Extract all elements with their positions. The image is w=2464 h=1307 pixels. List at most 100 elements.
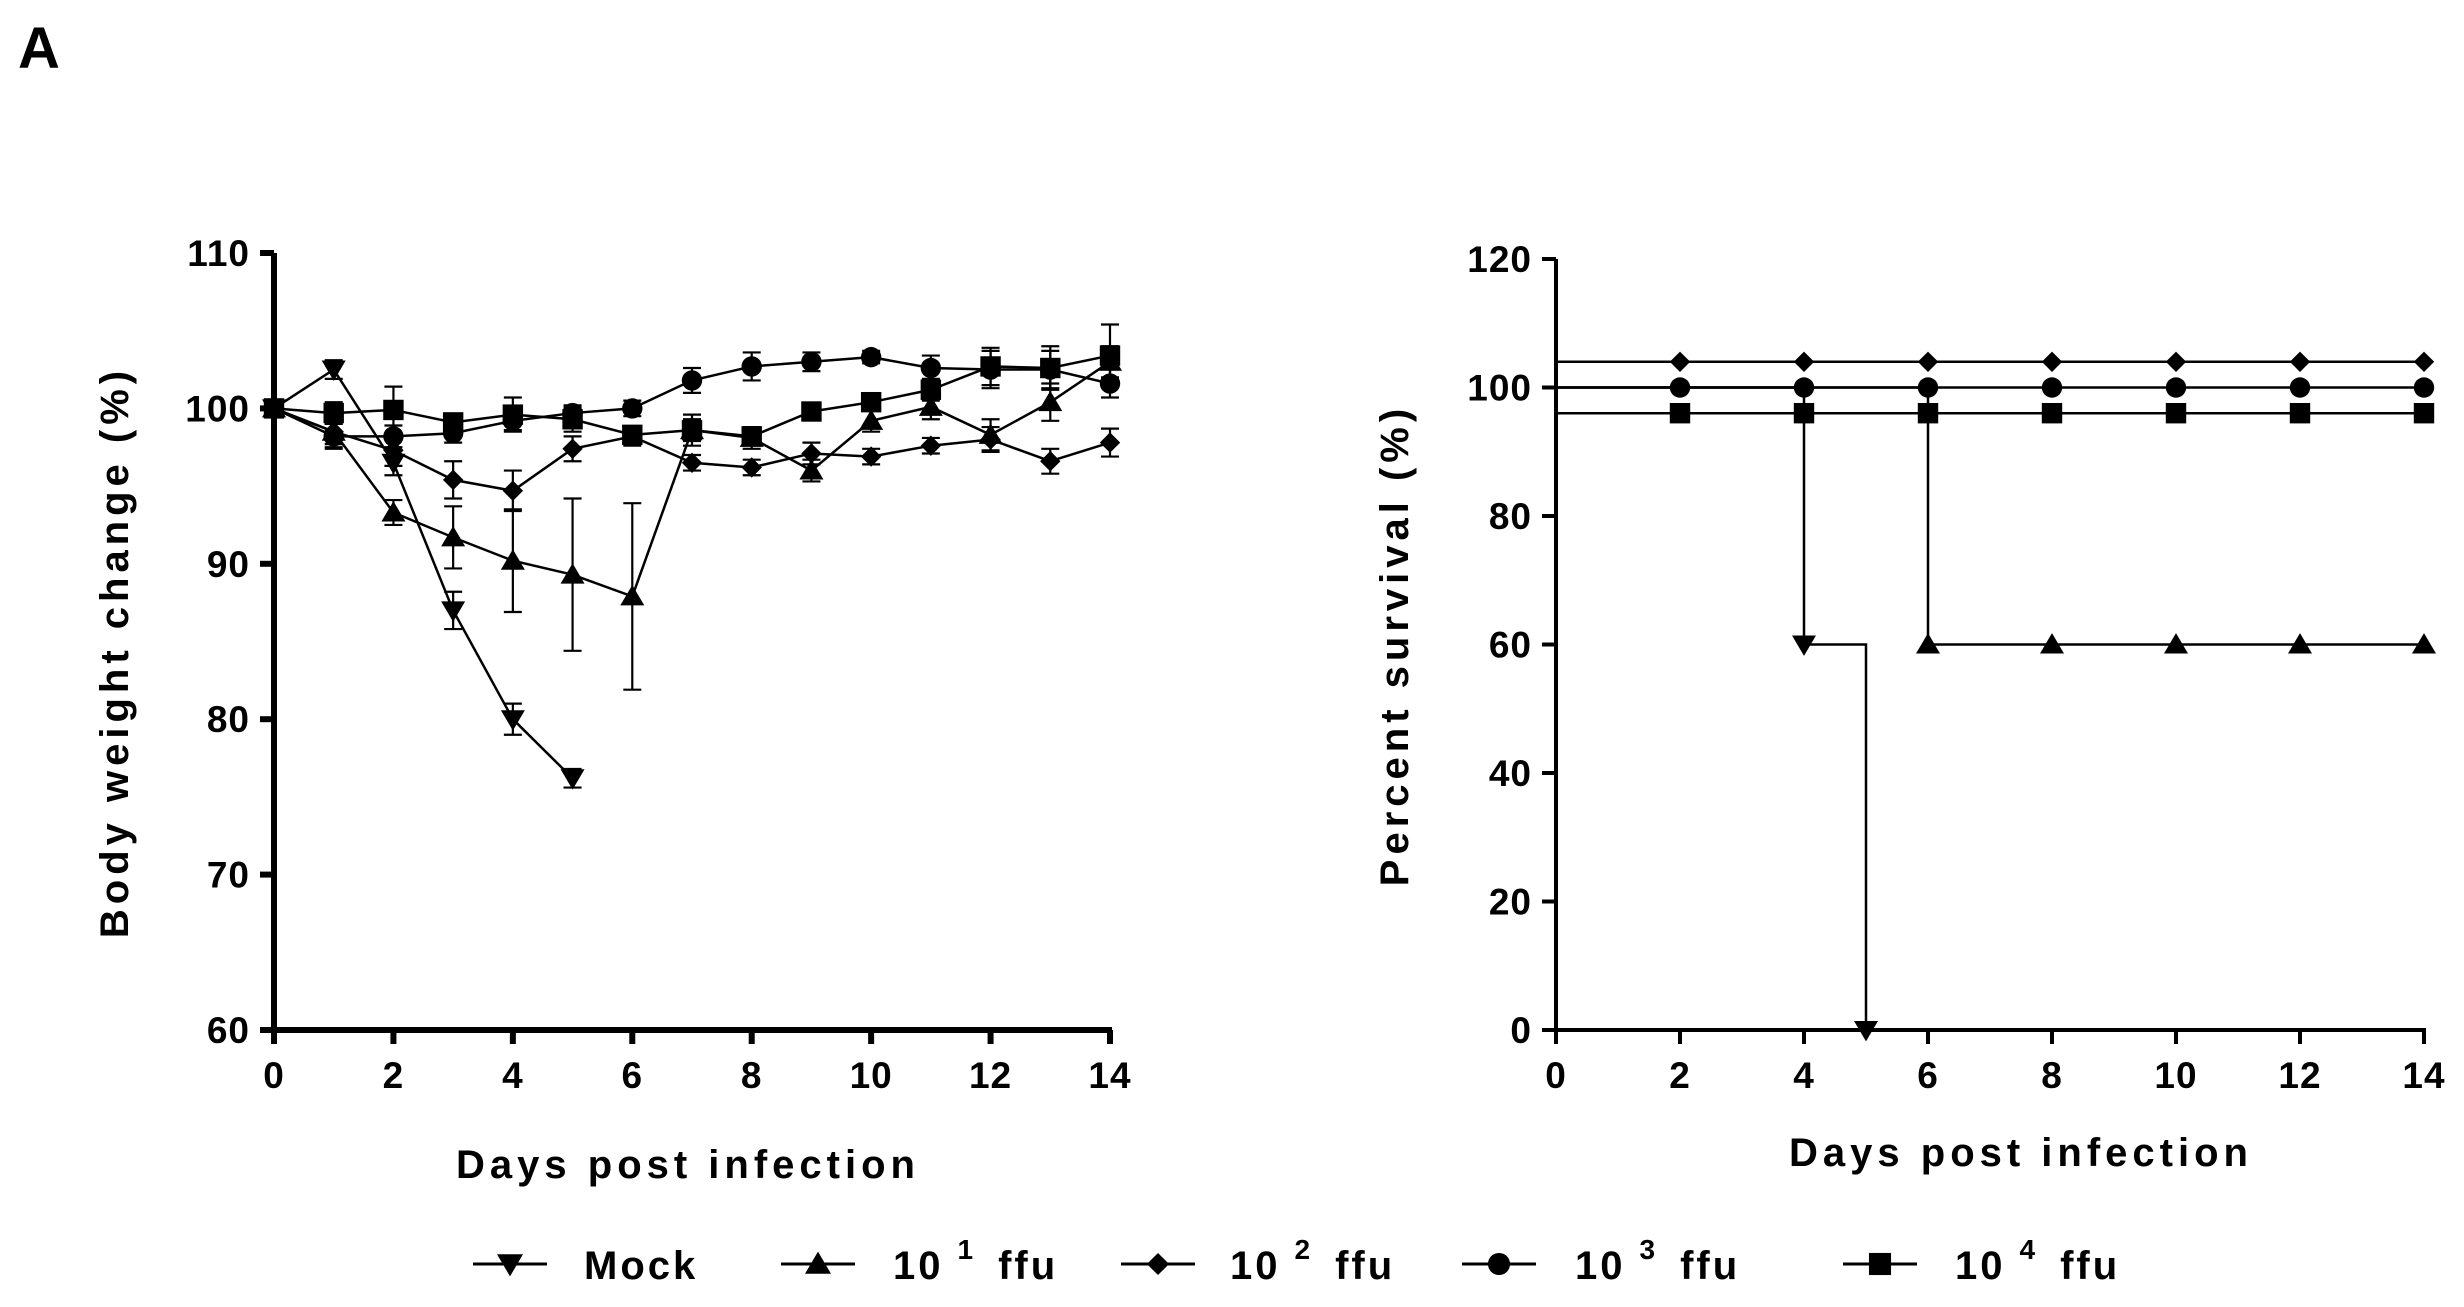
data-point-10-4-ffu (502, 404, 524, 425)
data-point-10-3-ffu (383, 426, 404, 447)
data-point-10-2-ffu (860, 446, 882, 467)
data-point-10-2-ffu (1669, 351, 1691, 372)
data-point-10-1-ffu (2412, 633, 2436, 654)
data-point-10-1-ffu (799, 459, 824, 480)
survival-series (1556, 351, 2436, 1042)
weight-x-axis-title: Days post infection (456, 1143, 920, 1187)
data-point-mock (1854, 1021, 1878, 1042)
data-point-10-4-ffu (681, 419, 703, 441)
legend-unit: ffu (2060, 1244, 2120, 1288)
data-point-10-1-ffu (620, 585, 645, 606)
survival-y-tick-label: 40 (1489, 753, 1532, 794)
data-point-10-2-ffu (2041, 351, 2063, 372)
survival-x-tick-label: 2 (1669, 1055, 1691, 1096)
circle-marker-icon (1487, 1252, 1511, 1276)
data-point-10-2-ffu (1917, 351, 1939, 372)
weight-series-10-4-ffu (263, 323, 1121, 447)
survival-y-tick-label: 120 (1467, 239, 1532, 280)
data-point-10-2-ffu (2165, 351, 2187, 372)
legend-unit: ffu (998, 1244, 1058, 1288)
survival-y-tick-label: 60 (1489, 625, 1532, 666)
legend-item-10-3-ffu: 10 3 ffu (1462, 1234, 1740, 1288)
data-point-10-4-ffu (1917, 403, 1939, 424)
data-point-10-3-ffu (1917, 377, 1939, 398)
data-point-mock (441, 601, 466, 622)
legend-unit: ffu (1335, 1244, 1395, 1288)
data-point-10-3-ffu (860, 346, 882, 368)
weight-line-mock (273, 367, 574, 780)
weight-axes: 60 70 80 90 100 110 0 2 4 6 8 10 12 14 (185, 233, 1131, 1096)
data-point-10-1-ffu (1916, 633, 1940, 654)
body-weight-chart: 60 70 80 90 100 110 0 2 4 6 8 10 12 14 Days post infe… (93, 233, 1131, 1187)
survival-y-tick-label: 20 (1489, 882, 1532, 923)
legend-exponent: 2 (1295, 1234, 1314, 1265)
data-point-10-4-ffu (2041, 403, 2063, 424)
legend-item-10-1-ffu: 10 1 ffu (781, 1234, 1058, 1288)
weight-x-tick-label: 4 (502, 1055, 524, 1096)
legend-unit: ffu (1680, 1244, 1740, 1288)
legend: Mock 10 1 ffu 10 2 ffu 10 3 ffu 10 4 ffu (473, 1234, 2120, 1288)
legend-marker-triangle-down (497, 1254, 523, 1277)
data-point-10-2-ffu (383, 440, 404, 461)
data-point-10-2-ffu (801, 443, 822, 464)
survival-series-mock (1556, 386, 1878, 1042)
legend-exponent: 4 (2020, 1234, 2039, 1265)
data-point-mock (321, 360, 346, 381)
data-point-10-4-ffu (920, 379, 942, 400)
survival-line-mock (1556, 386, 1868, 1030)
data-point-10-4-ffu (2413, 403, 2435, 424)
weight-x-tick-label: 6 (621, 1055, 643, 1096)
legend-label-10-1-ffu: 10 1 ffu (893, 1234, 1058, 1288)
survival-series-10-1-ffu (1556, 386, 2436, 654)
survival-chart: 0 20 40 60 80 100 120 0 2 4 6 8 10 12 14 Days post inf… (1373, 239, 2445, 1175)
survival-x-tick-label: 0 (1545, 1055, 1567, 1096)
data-point-10-2-ffu (1793, 351, 1815, 372)
survival-line-10-1-ffu (1556, 386, 2424, 646)
diamond-marker-icon (1146, 1252, 1170, 1276)
data-point-10-1-ffu (859, 409, 884, 430)
data-point-10-4-ffu (741, 426, 762, 447)
legend-item-10-2-ffu: 10 2 ffu (1121, 1234, 1395, 1288)
data-point-10-1-ffu (560, 563, 585, 584)
data-point-10-3-ffu (741, 356, 762, 377)
legend-label-10-4-ffu: 10 4 ffu (1955, 1234, 2120, 1288)
data-point-10-4-ffu (801, 401, 822, 422)
legend-marker-diamond (1146, 1252, 1170, 1276)
data-point-10-1-ffu (1038, 390, 1063, 412)
legend-base: 10 (1575, 1244, 1626, 1288)
data-point-10-3-ffu (681, 370, 703, 391)
weight-x-tick-label: 2 (383, 1055, 405, 1096)
data-point-10-4-ffu (562, 409, 583, 430)
weight-x-tick-label: 10 (850, 1055, 893, 1096)
legend-label-10-3-ffu: 10 3 ffu (1575, 1234, 1740, 1288)
weight-y-tick-label: 70 (207, 855, 250, 896)
data-point-10-4-ffu (2165, 403, 2187, 424)
weight-y-axis-title: Body weight change (%) (93, 366, 137, 938)
data-point-10-4-ffu (383, 399, 404, 421)
triangle-up-marker-icon (805, 1251, 831, 1274)
weight-x-tick-label: 14 (1088, 1055, 1131, 1096)
data-point-10-1-ffu (2164, 633, 2188, 654)
data-point-10-2-ffu (920, 435, 942, 456)
legend-item-10-4-ffu: 10 4 ffu (1843, 1234, 2120, 1288)
legend-exponent: 3 (1640, 1234, 1659, 1265)
data-point-10-3-ffu (323, 426, 344, 447)
legend-label-mock: Mock (584, 1244, 698, 1288)
data-point-10-3-ffu (622, 398, 643, 419)
data-point-10-1-ffu (441, 525, 466, 547)
weight-y-tick-label: 110 (187, 233, 250, 274)
survival-x-tick-label: 14 (2402, 1055, 2445, 1096)
survival-x-tick-label: 12 (2278, 1055, 2321, 1096)
data-point-10-2-ffu (681, 452, 703, 473)
survival-series-10-4-ffu (1556, 403, 2435, 424)
weight-y-tick-label: 100 (185, 388, 250, 429)
data-point-10-4-ffu (323, 402, 344, 424)
data-point-mock (1792, 635, 1816, 656)
square-marker-icon (1868, 1252, 1892, 1276)
survival-axes: 0 20 40 60 80 100 120 0 2 4 6 8 10 12 14 (1467, 239, 2445, 1096)
weight-x-tick-label: 0 (263, 1055, 285, 1096)
weight-series-10-1-ffu (262, 345, 1122, 691)
data-point-10-3-ffu (1669, 377, 1691, 398)
data-point-10-4-ffu (1669, 403, 1691, 424)
legend-base: 10 (893, 1244, 944, 1288)
